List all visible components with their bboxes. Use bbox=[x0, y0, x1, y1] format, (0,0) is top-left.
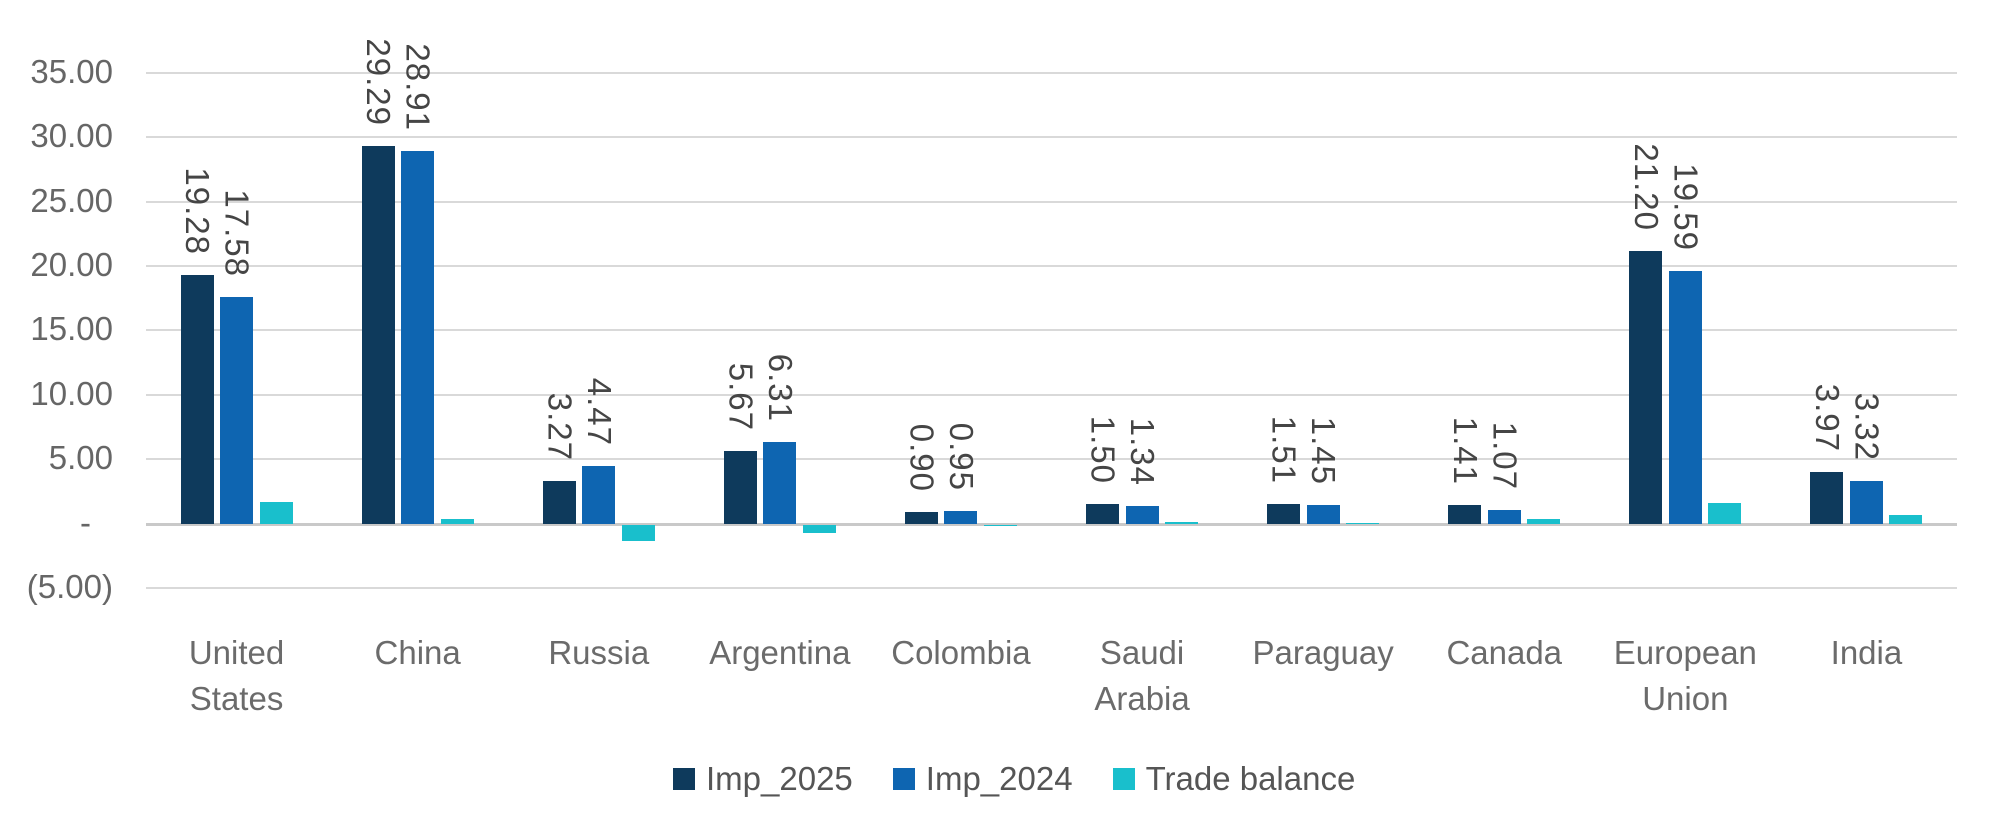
gridline-35 bbox=[146, 71, 1957, 74]
bar-trade-balance bbox=[802, 525, 836, 534]
x-category-label: Argentina bbox=[709, 634, 851, 671]
y-tick-label: - bbox=[80, 503, 91, 541]
bar-value-label: 21.20 bbox=[1627, 143, 1665, 231]
x-category-label: United States bbox=[188, 634, 285, 717]
legend-label-imp-2025: Imp_2025 bbox=[706, 760, 853, 797]
bar-imp-2024 bbox=[401, 151, 435, 524]
bar-value-label: 6.31 bbox=[761, 354, 799, 423]
legend-item-imp-2025: Imp_2025 bbox=[673, 760, 853, 798]
bar-value-label: 4.47 bbox=[580, 377, 618, 447]
bar-imp-2024 bbox=[1125, 506, 1159, 524]
gridline--5 bbox=[146, 586, 1957, 589]
bar-imp-2025 bbox=[1810, 472, 1844, 524]
bar-value-label: 5.67 bbox=[722, 362, 760, 431]
bar-value-label: 1.07 bbox=[1486, 421, 1524, 490]
bar-value-label: 3.97 bbox=[1808, 384, 1846, 453]
bar-trade-balance bbox=[1527, 519, 1561, 524]
bar-trade-balance bbox=[259, 501, 293, 524]
bar-imp-2025 bbox=[1448, 505, 1482, 524]
bar-imp-2025 bbox=[1086, 504, 1120, 524]
bar-imp-2024 bbox=[220, 297, 254, 524]
legend-swatch-imp-2025 bbox=[673, 768, 695, 790]
y-tick-label: 20.00 bbox=[30, 246, 113, 284]
bar-trade-balance bbox=[983, 525, 1017, 527]
x-category-label: Russia bbox=[548, 634, 650, 671]
bar-value-label: 19.59 bbox=[1667, 163, 1705, 252]
legend-swatch-imp-2024 bbox=[892, 768, 915, 790]
bar-trade-balance bbox=[1165, 521, 1199, 524]
bar-value-label: 3.32 bbox=[1848, 392, 1886, 461]
gridline-25 bbox=[146, 200, 1957, 203]
bar-imp-2025 bbox=[361, 146, 395, 524]
gridline-5 bbox=[146, 458, 1957, 461]
x-category-label: Colombia bbox=[891, 634, 1031, 671]
bar-value-label: 0.95 bbox=[942, 423, 980, 492]
bar-imp-2025 bbox=[1267, 504, 1301, 524]
bar-value-label: 3.27 bbox=[541, 393, 579, 462]
x-category-label: Saudi Arabia bbox=[1094, 634, 1190, 717]
bar-imp-2025 bbox=[542, 481, 576, 524]
gridline-0 bbox=[146, 522, 1957, 526]
gridline-10 bbox=[146, 393, 1957, 396]
x-category-label: India bbox=[1830, 634, 1903, 671]
y-tick-label: 25.00 bbox=[30, 181, 113, 219]
bar-value-label: 28.91 bbox=[399, 43, 437, 132]
bar-value-label: 17.58 bbox=[218, 189, 256, 278]
gridline-30 bbox=[146, 136, 1957, 139]
y-tick-label: 35.00 bbox=[30, 53, 113, 91]
bar-imp-2024 bbox=[582, 466, 616, 524]
bar-value-label: 1.41 bbox=[1446, 417, 1484, 486]
bar-value-label: 1.51 bbox=[1265, 415, 1303, 485]
legend-swatch-trade-balance bbox=[1112, 768, 1135, 790]
bar-imp-2024 bbox=[1306, 504, 1340, 524]
legend-item-imp-2024: Imp_2024 bbox=[892, 760, 1073, 798]
legend-item-trade-balance: Trade balance bbox=[1112, 760, 1356, 798]
legend-label-trade-balance: Trade balance bbox=[1145, 760, 1356, 797]
legend: Imp_2025 Imp_2024 Trade balance bbox=[673, 760, 1355, 798]
bar-trade-balance bbox=[440, 518, 474, 524]
gridline-15 bbox=[146, 329, 1957, 332]
bar-imp-2024 bbox=[1487, 509, 1521, 524]
x-category-label: China bbox=[374, 634, 461, 671]
x-category-label: Canada bbox=[1446, 634, 1563, 671]
x-category-label: European Union bbox=[1613, 634, 1757, 717]
bar-value-label: 1.34 bbox=[1124, 418, 1162, 487]
y-tick-label: 15.00 bbox=[30, 310, 113, 348]
bar-value-label: 0.90 bbox=[903, 423, 941, 492]
bar-imp-2025 bbox=[904, 512, 938, 524]
bar-value-label: 1.50 bbox=[1084, 416, 1122, 485]
bar-imp-2025 bbox=[180, 275, 214, 524]
bar-trade-balance bbox=[1708, 502, 1742, 524]
y-tick-label: 30.00 bbox=[30, 117, 113, 155]
x-category-label: Paraguay bbox=[1252, 634, 1394, 671]
bar-trade-balance bbox=[1346, 522, 1380, 524]
y-tick-label: 10.00 bbox=[30, 375, 113, 413]
bar-imp-2024 bbox=[944, 511, 978, 524]
bar-trade-balance bbox=[621, 525, 655, 541]
bar-imp-2025 bbox=[723, 450, 757, 524]
bar-imp-2024 bbox=[1849, 480, 1883, 524]
bar-value-label: 19.28 bbox=[179, 167, 217, 256]
bar-imp-2024 bbox=[1668, 271, 1702, 524]
y-tick-label: (5.00) bbox=[26, 568, 113, 606]
bar-value-label: 1.45 bbox=[1305, 416, 1343, 485]
bar-imp-2025 bbox=[1629, 250, 1663, 524]
legend-label-imp-2024: Imp_2024 bbox=[925, 760, 1073, 797]
bar-trade-balance bbox=[1889, 515, 1923, 524]
bar-value-label: 29.29 bbox=[360, 38, 398, 127]
bar-imp-2024 bbox=[763, 442, 797, 524]
gridline-20 bbox=[146, 265, 1957, 268]
y-tick-label: 5.00 bbox=[48, 439, 113, 477]
